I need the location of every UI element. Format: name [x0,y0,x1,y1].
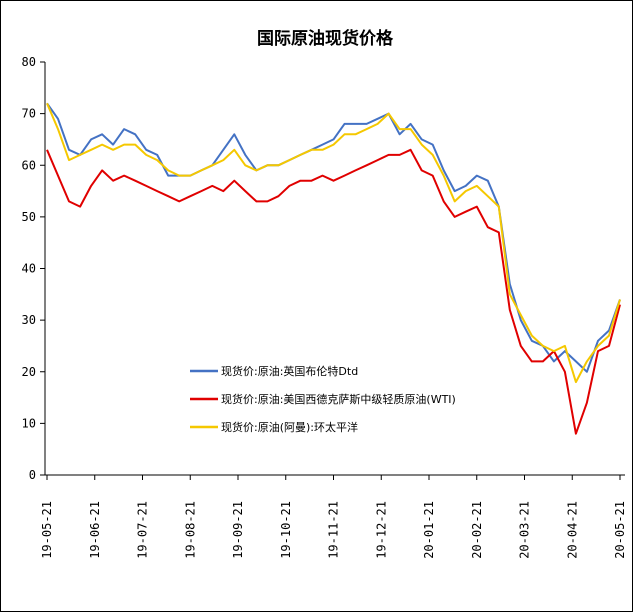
y-tick-label: 80 [22,55,36,69]
x-tick-label: 19-05-21 [40,501,54,559]
x-tick-label: 20-01-21 [422,501,436,559]
chart-title: 国际原油现货价格 [257,28,394,49]
y-tick-label: 60 [22,158,36,172]
x-tick-label: 19-06-21 [88,501,102,559]
x-tick-label: 19-09-21 [231,501,245,559]
y-tick-label: 70 [22,107,36,121]
x-tick-label: 19-08-21 [183,501,197,559]
y-tick-label: 40 [22,262,36,276]
y-tick-label: 0 [29,468,36,482]
x-tick-label: 19-12-21 [374,501,388,559]
x-tick-label: 20-02-21 [470,501,484,559]
y-tick-label: 20 [22,365,36,379]
x-ticks: 19-05-21 19-06-21 19-07-21 19-08-21 19-09-21… [40,475,627,559]
x-tick-label: 20-03-21 [518,501,532,559]
x-tick-label: 19-07-21 [136,501,150,559]
x-tick-label: 20-04-21 [565,501,579,559]
legend-label: 现货价:原油:美国西德克萨斯中级轻质原油(WTI) [221,392,456,406]
y-ticks: 0 10 20 30 40 50 60 70 80 [22,55,45,482]
series-lines [46,102,621,435]
x-tick-label: 20-05-21 [613,501,627,559]
series-line-2 [46,148,621,435]
x-tick-label: 19-10-21 [279,501,293,559]
legend: 现货价:原油:英国布伦特Dtd 现货价:原油:美国西德克萨斯中级轻质原油(WTI)… [190,364,456,434]
legend-label: 现货价:原油:英国布伦特Dtd [221,364,358,378]
y-tick-label: 50 [22,210,36,224]
legend-label: 现货价:原油(阿曼):环太平洋 [221,420,358,434]
series-line-1 [46,102,621,373]
y-tick-label: 10 [22,416,36,430]
y-tick-label: 30 [22,313,36,327]
x-tick-label: 19-11-21 [327,501,341,559]
series-line-3 [46,102,621,384]
